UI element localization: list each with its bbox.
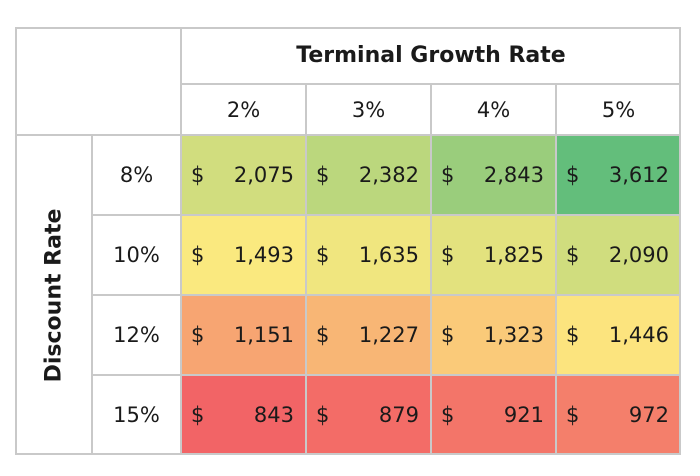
currency-symbol: $ (441, 323, 455, 347)
heatmap-cell: $2,843 (431, 135, 556, 215)
heatmap-cell: $879 (306, 375, 431, 455)
column-header: 2% (226, 97, 261, 122)
row-header: 15% (113, 403, 160, 427)
grid-line (15, 134, 681, 136)
cell-value: 1,635 (358, 243, 419, 267)
grid-line (305, 84, 307, 455)
cell-value: 3,612 (608, 163, 669, 187)
cell-value: 843 (253, 403, 294, 427)
grid-line (15, 453, 681, 455)
heatmap-cell: $972 (556, 375, 681, 455)
cell-value: 2,075 (233, 163, 294, 187)
currency-symbol: $ (441, 403, 455, 427)
cell-value: 921 (503, 403, 544, 427)
grid-line (180, 27, 182, 455)
currency-symbol: $ (191, 163, 205, 187)
currency-symbol: $ (316, 403, 330, 427)
currency-symbol: $ (191, 243, 205, 267)
heatmap-cell: $921 (431, 375, 556, 455)
cell-value: 1,493 (233, 243, 294, 267)
column-header: 3% (351, 97, 386, 122)
heatmap-cell: $3,612 (556, 135, 681, 215)
column-axis-title: Terminal Growth Rate (296, 43, 566, 68)
grid-line (92, 214, 681, 216)
row-header: 12% (113, 323, 160, 347)
cell-value: 2,090 (608, 243, 669, 267)
row-axis-title-text: Discount Rate (41, 208, 66, 382)
cell-value: 1,151 (233, 323, 294, 347)
currency-symbol: $ (316, 163, 330, 187)
grid-line (679, 27, 681, 455)
grid-line (91, 135, 93, 455)
cell-value: 1,825 (483, 243, 544, 267)
heatmap-cell: $1,635 (306, 215, 431, 295)
grid-line (430, 84, 432, 455)
row-header: 10% (113, 243, 160, 267)
cell-value: 1,323 (483, 323, 544, 347)
cell-value: 1,446 (608, 323, 669, 347)
heatmap-cell: $1,323 (431, 295, 556, 375)
column-header: 4% (476, 97, 511, 122)
currency-symbol: $ (191, 323, 205, 347)
row-axis-title: Discount Rate (15, 135, 92, 455)
currency-symbol: $ (566, 323, 580, 347)
cell-value: 2,843 (483, 163, 544, 187)
heatmap-cell: $1,227 (306, 295, 431, 375)
grid-line (92, 374, 681, 376)
cell-value: 879 (378, 403, 419, 427)
sensitivity-table: Terminal Growth Rate Discount Rate 2% 3% 4… (15, 27, 681, 455)
row-header: 8% (119, 163, 154, 187)
heatmap-cell: $1,151 (181, 295, 306, 375)
grid-line (15, 27, 17, 455)
cell-value: 972 (628, 403, 669, 427)
cell-value: 1,227 (358, 323, 419, 347)
heatmap-cell: $1,446 (556, 295, 681, 375)
currency-symbol: $ (191, 403, 205, 427)
heatmap-cell: $1,493 (181, 215, 306, 295)
cell-value: 2,382 (358, 163, 419, 187)
heatmap-cell: $2,090 (556, 215, 681, 295)
grid-line (555, 84, 557, 455)
heatmap-cell: $1,825 (431, 215, 556, 295)
currency-symbol: $ (566, 243, 580, 267)
currency-symbol: $ (441, 243, 455, 267)
grid-line (15, 27, 681, 29)
currency-symbol: $ (316, 243, 330, 267)
currency-symbol: $ (316, 323, 330, 347)
grid-line (92, 294, 681, 296)
heatmap-cell: $2,075 (181, 135, 306, 215)
currency-symbol: $ (566, 403, 580, 427)
heatmap-cell: $843 (181, 375, 306, 455)
column-header: 5% (601, 97, 636, 122)
currency-symbol: $ (441, 163, 455, 187)
currency-symbol: $ (566, 163, 580, 187)
heatmap-cell: $2,382 (306, 135, 431, 215)
